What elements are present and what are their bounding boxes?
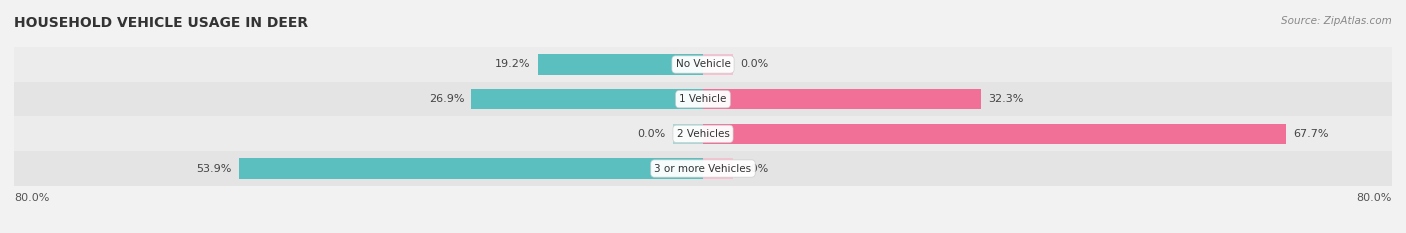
Text: Source: ZipAtlas.com: Source: ZipAtlas.com: [1281, 16, 1392, 26]
Text: 67.7%: 67.7%: [1294, 129, 1329, 139]
Text: 80.0%: 80.0%: [1357, 193, 1392, 203]
Text: 19.2%: 19.2%: [495, 59, 531, 69]
Bar: [14, 47, 1392, 82]
Bar: [14, 82, 1392, 116]
Text: No Vehicle: No Vehicle: [675, 59, 731, 69]
Bar: [673, 124, 703, 144]
Bar: [14, 151, 1392, 186]
Bar: [239, 158, 703, 178]
Text: 0.0%: 0.0%: [638, 129, 666, 139]
Text: 32.3%: 32.3%: [988, 94, 1024, 104]
Text: HOUSEHOLD VEHICLE USAGE IN DEER: HOUSEHOLD VEHICLE USAGE IN DEER: [14, 16, 308, 30]
Text: 2 Vehicles: 2 Vehicles: [676, 129, 730, 139]
Text: 26.9%: 26.9%: [429, 94, 464, 104]
Bar: [703, 158, 733, 178]
Text: 1 Vehicle: 1 Vehicle: [679, 94, 727, 104]
Text: 0.0%: 0.0%: [740, 164, 768, 174]
Bar: [14, 116, 1392, 151]
Bar: [703, 89, 981, 109]
Bar: [703, 55, 733, 75]
Bar: [471, 89, 703, 109]
Text: 80.0%: 80.0%: [14, 193, 49, 203]
Text: 53.9%: 53.9%: [197, 164, 232, 174]
Bar: [537, 55, 703, 75]
Bar: [703, 124, 1286, 144]
Text: 3 or more Vehicles: 3 or more Vehicles: [654, 164, 752, 174]
Text: 0.0%: 0.0%: [740, 59, 768, 69]
